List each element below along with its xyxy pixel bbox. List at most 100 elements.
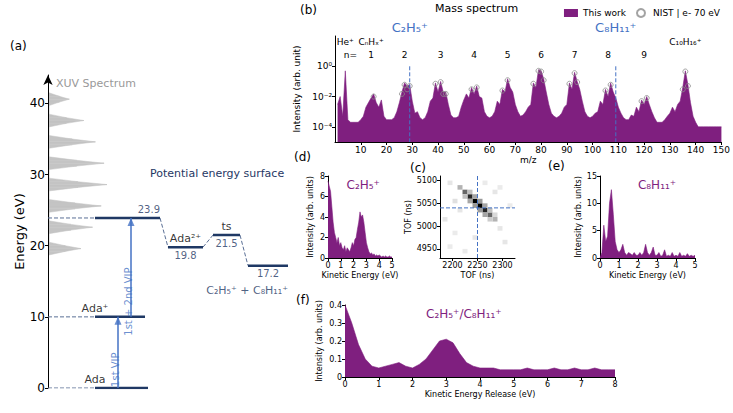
- svg-text:Intensity (arb. unit): Intensity (arb. unit): [292, 45, 302, 132]
- svg-text:Intensity (arb. units): Intensity (arb. units): [315, 300, 324, 382]
- svg-text:2300: 2300: [492, 261, 512, 270]
- svg-text:m/z: m/z: [520, 155, 537, 165]
- svg-text:70: 70: [510, 145, 522, 155]
- svg-text:20: 20: [30, 239, 45, 253]
- svg-text:40: 40: [432, 145, 444, 155]
- svg-text:50: 50: [458, 145, 470, 155]
- svg-text:1: 1: [616, 261, 621, 270]
- svg-text:2200: 2200: [442, 261, 462, 270]
- svg-text:(f): (f): [296, 293, 310, 307]
- svg-text:30: 30: [30, 168, 45, 182]
- svg-text:(e): (e): [548, 159, 565, 173]
- svg-text:NIST | e- 70 eV: NIST | e- 70 eV: [653, 8, 721, 18]
- svg-text:10⁰: 10⁰: [317, 61, 332, 71]
- svg-text:5: 5: [592, 226, 597, 235]
- svg-text:0: 0: [337, 373, 342, 382]
- svg-text:3: 3: [444, 380, 449, 389]
- svg-text:(c): (c): [410, 161, 426, 175]
- svg-text:2: 2: [635, 261, 640, 270]
- svg-text:10: 10: [355, 145, 367, 155]
- svg-text:Ada²⁺: Ada²⁺: [170, 232, 201, 245]
- svg-text:0: 0: [597, 261, 602, 270]
- svg-text:CₙHₓ⁺: CₙHₓ⁺: [358, 37, 384, 47]
- svg-text:1st VIP: 1st VIP: [110, 352, 121, 387]
- svg-text:C₈H₁₁⁺: C₈H₁₁⁺: [595, 20, 636, 35]
- svg-text:5: 5: [511, 380, 516, 389]
- svg-text:4: 4: [477, 380, 482, 389]
- svg-text:C₈H₁₁⁺: C₈H₁₁⁺: [638, 178, 676, 192]
- svg-text:TOF (ns): TOF (ns): [404, 200, 413, 235]
- svg-text:5: 5: [389, 261, 394, 270]
- svg-text:0: 0: [37, 381, 45, 395]
- svg-text:150: 150: [713, 145, 730, 155]
- svg-text:7: 7: [579, 380, 584, 389]
- svg-text:(d): (d): [294, 150, 311, 164]
- svg-text:5100: 5100: [417, 176, 437, 185]
- svg-text:0: 0: [325, 261, 330, 270]
- svg-text:7: 7: [572, 50, 578, 60]
- svg-text:120: 120: [636, 145, 653, 155]
- svg-text:Ada: Ada: [84, 373, 105, 386]
- svg-text:10⁻²: 10⁻²: [312, 92, 332, 102]
- svg-text:2250: 2250: [467, 261, 487, 270]
- svg-text:8: 8: [612, 380, 617, 389]
- svg-text:0: 0: [320, 254, 325, 263]
- svg-text:10: 10: [30, 310, 45, 324]
- svg-text:80: 80: [535, 145, 547, 155]
- svg-text:4: 4: [471, 50, 477, 60]
- svg-text:130: 130: [661, 145, 678, 155]
- svg-text:30: 30: [407, 145, 419, 155]
- svg-text:3: 3: [364, 261, 369, 270]
- svg-text:10⁻⁴: 10⁻⁴: [312, 122, 332, 132]
- svg-text:TOF (ns): TOF (ns): [460, 271, 495, 280]
- svg-text:Intensity (arb. units): Intensity (arb. units): [306, 176, 315, 258]
- svg-text:8: 8: [605, 50, 611, 60]
- svg-text:1: 1: [376, 380, 381, 389]
- svg-text:4: 4: [320, 213, 325, 222]
- svg-text:2: 2: [410, 380, 415, 389]
- svg-text:19.8: 19.8: [174, 250, 196, 261]
- svg-text:C₂H₅⁺/C₈H₁₁⁺: C₂H₅⁺/C₈H₁₁⁺: [426, 307, 502, 321]
- svg-text:6: 6: [320, 192, 325, 201]
- svg-text:5: 5: [505, 50, 511, 60]
- svg-text:This work: This work: [582, 8, 627, 18]
- svg-text:n=: n=: [344, 50, 357, 60]
- svg-text:C₂H₅⁺ + C₈H₁₁⁺: C₂H₅⁺ + C₈H₁₁⁺: [206, 284, 288, 297]
- svg-text:4: 4: [673, 261, 678, 270]
- svg-text:60: 60: [484, 145, 496, 155]
- svg-text:0: 0: [592, 254, 597, 263]
- svg-text:2: 2: [320, 233, 325, 242]
- svg-text:21.5: 21.5: [215, 238, 237, 249]
- svg-text:Kinetic Energy (eV): Kinetic Energy (eV): [609, 271, 686, 280]
- svg-text:Kinetic Energy Release (eV): Kinetic Energy Release (eV): [425, 390, 536, 399]
- svg-text:0.2: 0.2: [329, 337, 342, 346]
- svg-text:0.1: 0.1: [329, 355, 342, 364]
- svg-text:40: 40: [30, 96, 45, 110]
- svg-text:C₁₀H₁₆⁺: C₁₀H₁₆⁺: [669, 37, 701, 47]
- svg-text:9: 9: [641, 50, 647, 60]
- svg-text:10: 10: [587, 199, 597, 208]
- svg-text:Energy (eV): Energy (eV): [12, 193, 27, 270]
- svg-text:23.9: 23.9: [138, 204, 160, 215]
- svg-text:8: 8: [320, 172, 325, 181]
- svg-text:(b): (b): [300, 3, 317, 17]
- svg-text:3: 3: [654, 261, 659, 270]
- svg-text:6: 6: [545, 380, 550, 389]
- svg-text:5: 5: [692, 261, 697, 270]
- svg-text:3: 3: [438, 50, 444, 60]
- svg-text:1st + 2nd VIP: 1st + 2nd VIP: [123, 267, 134, 335]
- svg-text:(a): (a): [10, 39, 27, 53]
- svg-text:1: 1: [338, 261, 343, 270]
- svg-text:ts: ts: [221, 220, 231, 233]
- svg-text:4: 4: [377, 261, 382, 270]
- svg-text:140: 140: [687, 145, 704, 155]
- svg-text:2: 2: [402, 50, 408, 60]
- svg-text:20: 20: [381, 145, 393, 155]
- svg-text:17.2: 17.2: [257, 268, 279, 279]
- svg-text:2: 2: [351, 261, 356, 270]
- svg-text:He⁺: He⁺: [337, 37, 354, 47]
- svg-text:0.3: 0.3: [329, 319, 342, 328]
- svg-text:Kinetic Energy (eV): Kinetic Energy (eV): [322, 271, 399, 280]
- svg-text:C₂H₅⁺: C₂H₅⁺: [392, 20, 428, 35]
- svg-text:XUV Spectrum: XUV Spectrum: [56, 77, 136, 90]
